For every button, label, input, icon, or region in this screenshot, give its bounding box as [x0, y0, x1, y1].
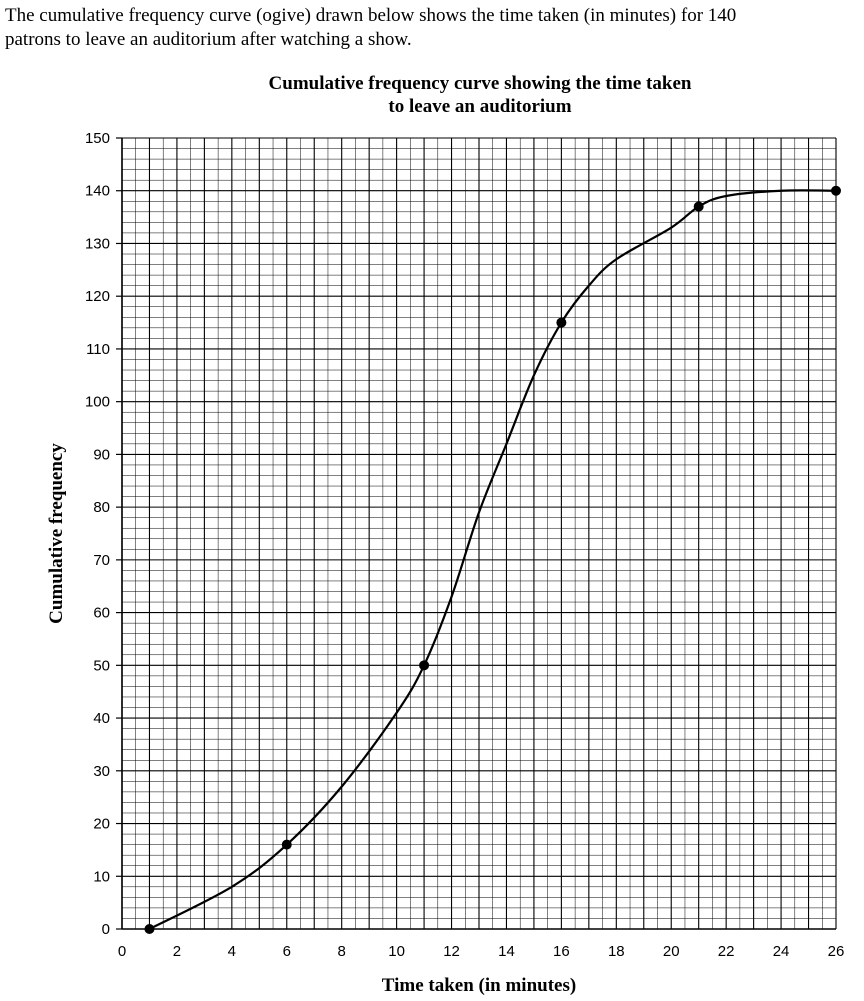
- x-tick-label: 0: [118, 943, 126, 960]
- x-tick-label: 12: [443, 943, 460, 960]
- data-point: [419, 660, 430, 671]
- y-tick-label: 80: [93, 499, 110, 516]
- x-tick-label: 18: [608, 943, 625, 960]
- data-point: [144, 924, 155, 934]
- y-tick-label: 10: [93, 868, 110, 885]
- x-tick-label: 8: [338, 943, 346, 960]
- y-tick-label: 40: [93, 710, 110, 727]
- y-tick-label: 120: [85, 288, 110, 305]
- data-point: [693, 201, 704, 212]
- x-tick-label: 20: [663, 943, 680, 960]
- y-tick-label: 150: [85, 130, 110, 147]
- x-tick-label: 4: [228, 943, 236, 960]
- y-tick-label: 50: [93, 657, 110, 674]
- y-tick-label: 30: [93, 763, 110, 780]
- y-tick-label: 130: [85, 235, 110, 252]
- y-axis-label: Cumulative frequency: [46, 443, 67, 624]
- axes: [116, 137, 836, 930]
- major-gridlines: [121, 137, 837, 930]
- intro-line-1: The cumulative frequency curve (ogive) d…: [5, 5, 737, 26]
- chart-title-line-1: Cumulative frequency curve showing the t…: [268, 73, 692, 94]
- y-tick-labels: 0 10 20 30 40 50 60 70 80 90 100 110 120 130 140 150: [85, 130, 110, 938]
- x-tick-label: 22: [718, 943, 735, 960]
- y-tick-label: 60: [93, 605, 110, 622]
- x-tick-labels: 0 2 4 6 8 10 12 14 16 18 20 22 24 26: [118, 943, 845, 960]
- x-tick-label: 16: [553, 943, 570, 960]
- data-point: [556, 317, 567, 328]
- x-tick-label: 14: [498, 943, 515, 960]
- x-tick-label: 24: [773, 943, 790, 960]
- data-point: [281, 839, 292, 850]
- data-point: [831, 185, 841, 196]
- x-tick-label: 10: [388, 943, 405, 960]
- chart-title-line-2: to leave an auditorium: [388, 96, 572, 117]
- chart-title: Cumulative frequency curve showing the t…: [120, 72, 840, 118]
- x-tick-label: 26: [828, 943, 845, 960]
- x-tick-label: 2: [173, 943, 181, 960]
- intro-line-2: patrons to leave an auditorium after wat…: [5, 29, 412, 50]
- y-tick-label: 140: [85, 183, 110, 200]
- x-axis-label: Time taken (in minutes): [382, 975, 576, 996]
- points-layer: [144, 185, 841, 934]
- x-tick-label: 6: [283, 943, 291, 960]
- y-tick-label: 90: [93, 446, 110, 463]
- intro-text: The cumulative frequency curve (ogive) d…: [5, 4, 861, 52]
- y-tick-label: 0: [102, 921, 110, 938]
- y-tick-label: 110: [86, 341, 110, 358]
- y-tick-label: 70: [93, 552, 110, 569]
- y-tick-label: 100: [85, 394, 110, 411]
- y-tick-label: 20: [93, 816, 110, 833]
